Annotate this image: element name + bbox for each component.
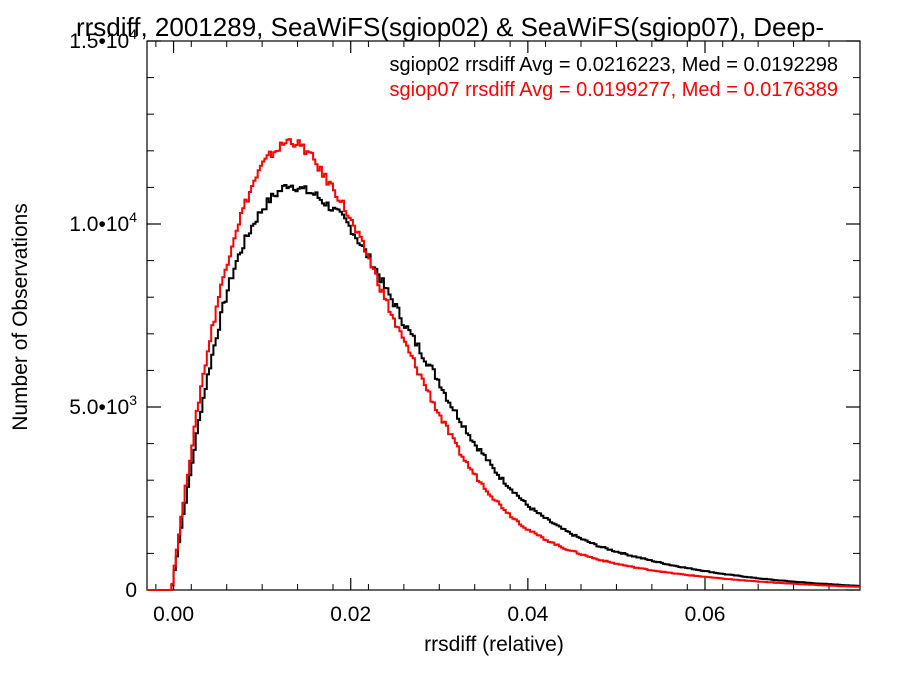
- axis-ticks: [147, 40, 860, 591]
- axis-tick-labels: 0.00 0.02 0.04 0.06 0 5.0•103 1.0•104 1.5•104: [69, 26, 725, 626]
- y-tick-label: 5.0•103: [69, 392, 137, 419]
- plot-frame: [146, 40, 861, 591]
- y-tick-label: 1.0•104: [69, 209, 137, 236]
- y-axis-label: Number of Observations: [9, 203, 32, 431]
- x-tick-label: 0.04: [507, 603, 548, 626]
- legend-entry-sgiop02: sgiop02 rrsdiff Avg = 0.0216223, Med = 0…: [390, 54, 839, 76]
- series-lines: [147, 138, 860, 591]
- x-tick-label: 0.02: [330, 603, 371, 626]
- series-line-sgiop07: [147, 138, 860, 591]
- legend-entry-sgiop07: sgiop07 rrsdiff Avg = 0.0199277, Med = 0…: [390, 79, 839, 101]
- x-tick-label: 0.06: [685, 603, 726, 626]
- chart-title: rrsdiff, 2001289, SeaWiFS(sgiop02) & Sea…: [76, 12, 824, 42]
- series-line-sgiop02: [147, 184, 860, 591]
- y-tick-label: 1.5•104: [69, 26, 137, 53]
- x-tick-label: 0.00: [153, 603, 194, 626]
- x-axis-label: rrsdiff (relative): [424, 633, 564, 656]
- plot-border: [146, 40, 861, 591]
- y-tick-label: 0: [125, 579, 137, 602]
